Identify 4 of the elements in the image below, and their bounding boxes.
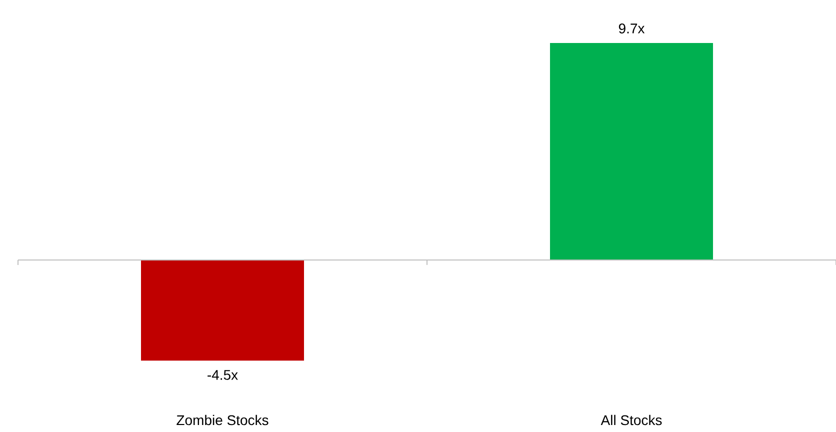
data-label: -4.5x — [208, 370, 238, 380]
data-label: 9.7x — [618, 24, 645, 34]
x-tick-label: All Stocks — [600, 414, 662, 426]
x-tick-label: Zombie Stocks — [176, 414, 268, 426]
